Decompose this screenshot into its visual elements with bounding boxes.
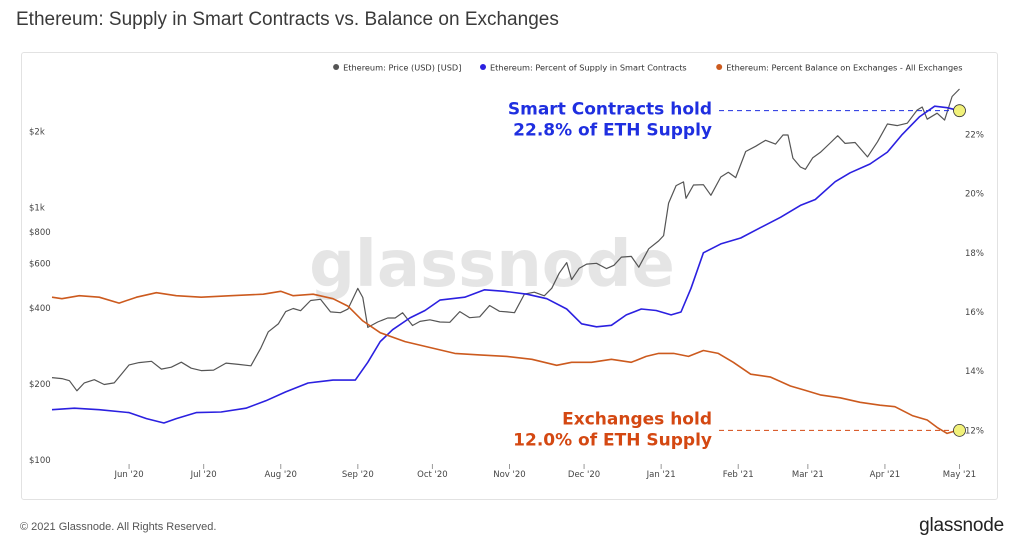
y-left-tick-label: $100	[29, 456, 51, 466]
legend-dot	[480, 64, 486, 70]
page-title: Ethereum: Supply in Smart Contracts vs. …	[16, 9, 559, 30]
legend-item-2[interactable]: Ethereum: Percent Balance on Exchanges -…	[716, 63, 962, 73]
chart-svg: glassnode Ethereum: Percent Balance on E…	[29, 63, 984, 481]
exchanges-annotation-line1: Exchanges hold	[562, 409, 712, 429]
exchanges-annotation-line2: 12.0% of ETH Supply	[513, 430, 712, 450]
smart-contracts-annotation-line2: 22.8% of ETH Supply	[513, 121, 712, 141]
x-tick-label: Jun '20	[114, 470, 144, 480]
legend-dot	[333, 64, 340, 70]
legend-label: Ethereum: Percent Balance on Exchanges -…	[726, 63, 962, 73]
y-axis-right: 12% 14% 16% 18% 20% 22%	[965, 130, 984, 436]
y-left-tick-label: $400	[29, 304, 51, 314]
x-tick-label: Jul '20	[190, 470, 217, 480]
x-tick-label: Apr '21	[870, 470, 901, 480]
y-right-tick-label: 12%	[965, 426, 984, 436]
y-right-tick-label: 16%	[965, 308, 984, 318]
exchanges-line	[51, 290, 960, 435]
price-line	[51, 88, 960, 392]
legend-item-0[interactable]: Ethereum: Price (USD) [USD]	[333, 63, 461, 73]
legend-dot	[716, 64, 723, 70]
y-right-tick-label: 22%	[965, 130, 984, 140]
x-tick-label: Nov '20	[493, 470, 525, 480]
smart-contracts-marker	[953, 104, 966, 118]
x-tick-label: Jan '21	[646, 470, 676, 480]
copyright-text: © 2021 Glassnode. All Rights Reserved.	[20, 521, 217, 533]
y-left-tick-label: $1k	[29, 203, 45, 213]
x-axis: Jun '20 Jul '20 Aug '20 Sep '20 Oct '20 Nov '…	[114, 464, 976, 480]
exchanges-marker	[953, 423, 966, 437]
legend-label: Ethereum: Percent of Supply in Smart Con…	[490, 63, 687, 73]
x-tick-label: Aug '20	[265, 470, 297, 480]
y-left-tick-label: $2k	[29, 127, 45, 137]
y-right-tick-label: 18%	[965, 249, 984, 259]
series-lines	[51, 88, 960, 435]
y-left-tick-label: $200	[29, 380, 51, 390]
smart-contracts-line	[51, 105, 960, 424]
smart-contracts-annotation-line1: Smart Contracts hold	[508, 100, 712, 120]
x-tick-label: Mar '21	[792, 470, 824, 480]
y-left-tick-label: $600	[29, 260, 51, 270]
legend[interactable]: Ethereum: Percent Balance on Exchanges -…	[333, 63, 962, 73]
legend-label: Ethereum: Price (USD) [USD]	[343, 63, 461, 73]
y-right-tick-label: 20%	[965, 190, 984, 200]
legend-item-1[interactable]: Ethereum: Percent of Supply in Smart Con…	[480, 63, 687, 73]
x-tick-label: Dec '20	[568, 470, 600, 480]
x-tick-label: May '21	[943, 470, 976, 480]
x-tick-label: Sep '20	[342, 470, 374, 480]
chart-panel: glassnode Ethereum: Percent Balance on E…	[21, 52, 998, 500]
y-axis-left: $100 $200 $400 $600 $800 $1k $2k	[29, 127, 51, 466]
y-right-tick-label: 14%	[965, 367, 984, 377]
y-left-tick-label: $800	[29, 228, 51, 238]
glassnode-logo: glassnode	[919, 515, 1004, 536]
x-tick-label: Feb '21	[723, 470, 754, 480]
x-tick-label: Oct '20	[417, 470, 448, 480]
